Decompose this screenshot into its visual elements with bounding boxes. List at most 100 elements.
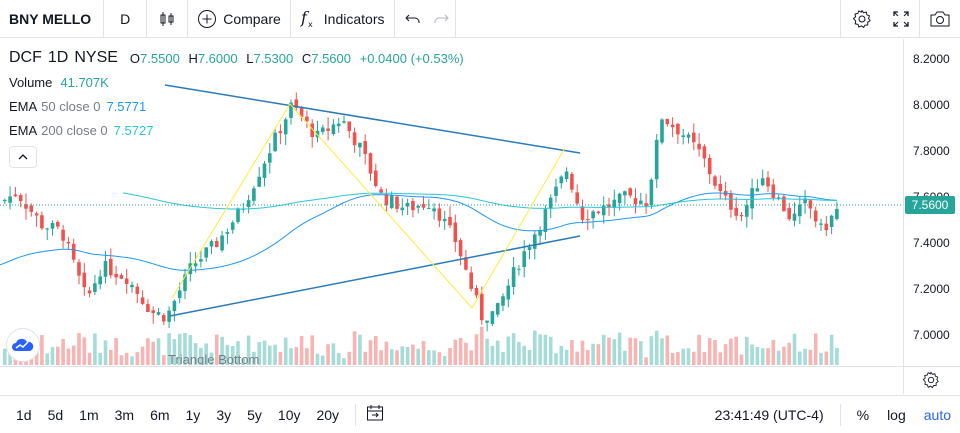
volume-bar [564, 349, 569, 365]
volume-bar [586, 350, 590, 365]
fullscreen-button[interactable] [883, 0, 919, 38]
volume-bar [421, 341, 426, 365]
triangle-bottom-pattern[interactable] [171, 103, 566, 309]
snapshot-button[interactable] [920, 0, 960, 38]
volume-bar [760, 348, 765, 365]
range-1y[interactable]: 1y [185, 406, 201, 423]
legend-ticker: DCF [9, 49, 42, 66]
range-5y[interactable]: 5y [247, 406, 262, 423]
volume-bar [209, 352, 214, 365]
candle-body [495, 303, 500, 315]
tradingview-logo[interactable] [6, 328, 40, 362]
auto-toggle[interactable]: auto [923, 407, 951, 423]
volume-bar [268, 345, 272, 365]
candle-body [146, 304, 150, 313]
candle-body [34, 213, 39, 216]
candle-body [782, 196, 786, 212]
svg-text:x: x [308, 20, 313, 29]
price-chart[interactable]: Triangle Bottom 8.2000 8.0000 7.8000 7.6000… [0, 39, 960, 365]
candle-body [442, 219, 447, 222]
candle-body [432, 208, 436, 212]
volume-bar [315, 353, 320, 365]
candle-body [639, 200, 643, 204]
candle-body [427, 207, 431, 209]
candle-body [819, 223, 823, 225]
legend-volume[interactable]: Volume 41.707K [9, 70, 469, 94]
volume-bar [649, 336, 654, 365]
candle-body [490, 311, 495, 324]
candle-body [575, 192, 579, 204]
candle-body [543, 209, 548, 233]
price-axis[interactable]: 8.20008.00007.80007.60007.40007.20007.00… [913, 52, 950, 342]
volume-bar [273, 344, 277, 365]
volume-bar [199, 347, 203, 365]
log-toggle[interactable]: log [887, 407, 906, 423]
range-1d[interactable]: 1d [16, 406, 32, 423]
candle-body [564, 171, 569, 179]
volume-bar [321, 355, 325, 365]
candle-body [24, 204, 28, 209]
volume-bar [130, 356, 134, 365]
volume-bar [755, 346, 760, 365]
volume-bar [278, 351, 283, 365]
cloud-chart-icon [12, 337, 34, 353]
candle-body [77, 262, 81, 276]
candle-body [527, 247, 532, 251]
close-label: C [301, 50, 312, 66]
compare-button[interactable]: Compare [188, 0, 290, 38]
candle-body [771, 184, 776, 198]
candle-body [485, 320, 489, 323]
volume-bar [469, 350, 473, 365]
candle-body [533, 234, 537, 249]
legend-main-series[interactable]: DCF 1D NYSE O7.5500 H7.6000 L7.5300 C7.560… [9, 46, 469, 70]
volume-bar [342, 358, 346, 365]
time-axis-border [0, 366, 960, 367]
candle-body [416, 205, 420, 208]
range-20y[interactable]: 20y [316, 406, 340, 423]
change-value: +0.0400 (+0.53%) [359, 50, 464, 66]
goto-date-button[interactable] [356, 404, 394, 425]
volume-bar [167, 333, 171, 365]
candle-body [755, 188, 760, 192]
candle-body [368, 153, 373, 174]
candle-body [591, 211, 595, 219]
symbol-search-button[interactable]: BNY MELLO [9, 10, 92, 27]
range-6m[interactable]: 6m [150, 406, 170, 423]
range-5d[interactable]: 5d [47, 406, 64, 423]
range-3y[interactable]: 3y [216, 406, 232, 423]
range-3m[interactable]: 3m [114, 406, 135, 423]
chart-type-button[interactable] [147, 0, 187, 38]
svg-text:f: f [300, 9, 310, 27]
volume-bar [156, 338, 161, 365]
volume-bar [119, 355, 124, 365]
candle-body [352, 132, 357, 146]
legend-collapse-button[interactable] [9, 146, 37, 168]
range-1m[interactable]: 1m [79, 406, 99, 423]
volume-bar [331, 343, 336, 365]
volume-bar [596, 344, 601, 365]
volume-bar [368, 340, 373, 365]
volume-bar [294, 347, 299, 365]
volume-bar [607, 337, 611, 365]
undo-button[interactable] [395, 0, 427, 38]
volume-bar [808, 349, 813, 365]
range-10y[interactable]: 10y [277, 406, 301, 423]
volume-bar [358, 334, 362, 365]
settings-button[interactable] [841, 0, 883, 38]
candle-body [405, 202, 410, 207]
clock-time[interactable]: 23:41:49 (UTC-4) [714, 407, 824, 423]
volume-bar [183, 332, 187, 365]
axis-settings-button[interactable] [922, 371, 940, 394]
volume-bar [745, 336, 749, 365]
legend-ema50[interactable]: EMA 50 close 0 7.5771 [9, 94, 469, 118]
lower-trendline[interactable] [169, 235, 581, 317]
interval-button[interactable]: D [120, 10, 131, 27]
legend-ema200[interactable]: EMA 200 close 0 7.5727 [9, 118, 469, 142]
upper-trendline[interactable] [164, 84, 581, 154]
percent-toggle[interactable]: % [856, 407, 870, 423]
price-tick-label: 8.2000 [913, 52, 950, 66]
redo-button[interactable] [427, 0, 455, 38]
volume-bar [692, 351, 696, 365]
volume-bar [109, 349, 113, 365]
